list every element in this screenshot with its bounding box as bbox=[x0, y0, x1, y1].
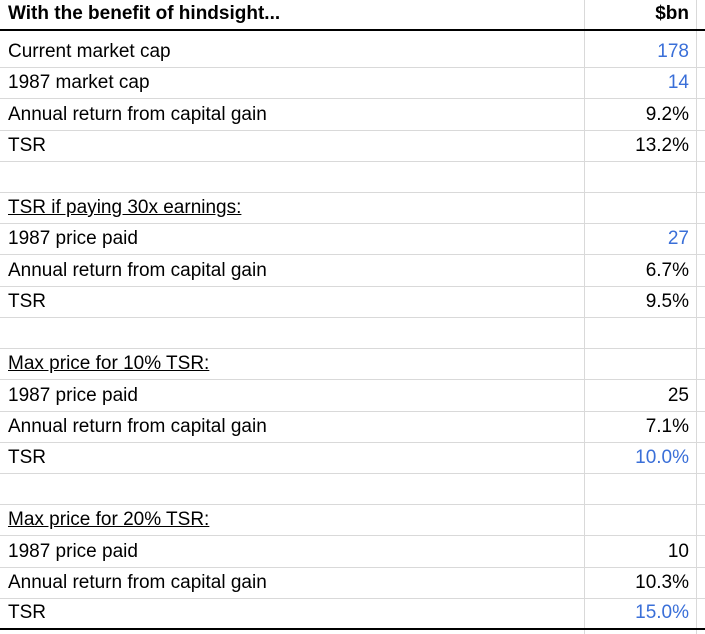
section-title: TSR if paying 30x earnings: bbox=[8, 197, 242, 218]
row-label: TSR bbox=[8, 602, 46, 623]
table-row[interactable]: Annual return from capital gain 9.2% bbox=[0, 100, 705, 131]
section-title-row[interactable]: TSR if paying 30x earnings: bbox=[0, 193, 705, 224]
row-label: 1987 price paid bbox=[8, 385, 138, 406]
header-unit: $bn bbox=[655, 3, 689, 24]
table-row[interactable]: 1987 market cap 14 bbox=[0, 68, 705, 99]
row-label: Annual return from capital gain bbox=[8, 572, 267, 593]
row-value: 15.0% bbox=[635, 602, 689, 623]
row-label: Annual return from capital gain bbox=[8, 260, 267, 281]
section-title-row[interactable]: Max price for 20% TSR: bbox=[0, 505, 705, 536]
row-value: 10.3% bbox=[635, 572, 689, 593]
table-row[interactable]: TSR 13.2% bbox=[0, 131, 705, 162]
row-label: 1987 price paid bbox=[8, 228, 138, 249]
section-title: Max price for 10% TSR: bbox=[8, 353, 210, 374]
row-value: 9.5% bbox=[645, 291, 689, 312]
empty-row[interactable] bbox=[0, 162, 705, 193]
row-value: 6.7% bbox=[645, 260, 689, 281]
table-row[interactable]: Annual return from capital gain 6.7% bbox=[0, 256, 705, 287]
row-value: 14 bbox=[667, 72, 689, 93]
table-row[interactable]: 1987 price paid 10 bbox=[0, 537, 705, 568]
section-title-row[interactable]: Max price for 10% TSR: bbox=[0, 349, 705, 380]
row-value: 25 bbox=[667, 385, 689, 406]
table-row[interactable]: Annual return from capital gain 7.1% bbox=[0, 412, 705, 443]
table-row[interactable]: TSR 9.5% bbox=[0, 287, 705, 318]
row-label: TSR bbox=[8, 291, 46, 312]
row-label: 1987 price paid bbox=[8, 541, 138, 562]
empty-row[interactable] bbox=[0, 474, 705, 505]
table-row[interactable]: Annual return from capital gain 10.3% bbox=[0, 568, 705, 599]
table-row[interactable]: TSR 15.0% bbox=[0, 599, 705, 630]
row-label: Annual return from capital gain bbox=[8, 104, 267, 125]
table-row[interactable]: Current market cap 178 bbox=[0, 37, 705, 68]
row-label: Annual return from capital gain bbox=[8, 416, 267, 437]
row-value: 9.2% bbox=[645, 104, 689, 125]
table-row[interactable]: 1987 price paid 25 bbox=[0, 381, 705, 412]
row-label: TSR bbox=[8, 135, 46, 156]
row-value: 10 bbox=[667, 541, 689, 562]
row-label: Current market cap bbox=[8, 41, 171, 62]
header-label: With the benefit of hindsight... bbox=[8, 3, 281, 24]
row-value: 178 bbox=[657, 41, 689, 62]
empty-row[interactable] bbox=[0, 318, 705, 349]
row-value: 13.2% bbox=[635, 135, 689, 156]
row-label: TSR bbox=[8, 447, 46, 468]
row-value: 27 bbox=[667, 228, 689, 249]
row-label: 1987 market cap bbox=[8, 72, 150, 93]
table-row[interactable]: 1987 price paid 27 bbox=[0, 224, 705, 255]
header-row[interactable]: With the benefit of hindsight... $bn bbox=[0, 0, 705, 31]
row-value: 7.1% bbox=[645, 416, 689, 437]
section-title: Max price for 20% TSR: bbox=[8, 509, 210, 530]
table-row[interactable]: TSR 10.0% bbox=[0, 443, 705, 474]
row-value: 10.0% bbox=[635, 447, 689, 468]
